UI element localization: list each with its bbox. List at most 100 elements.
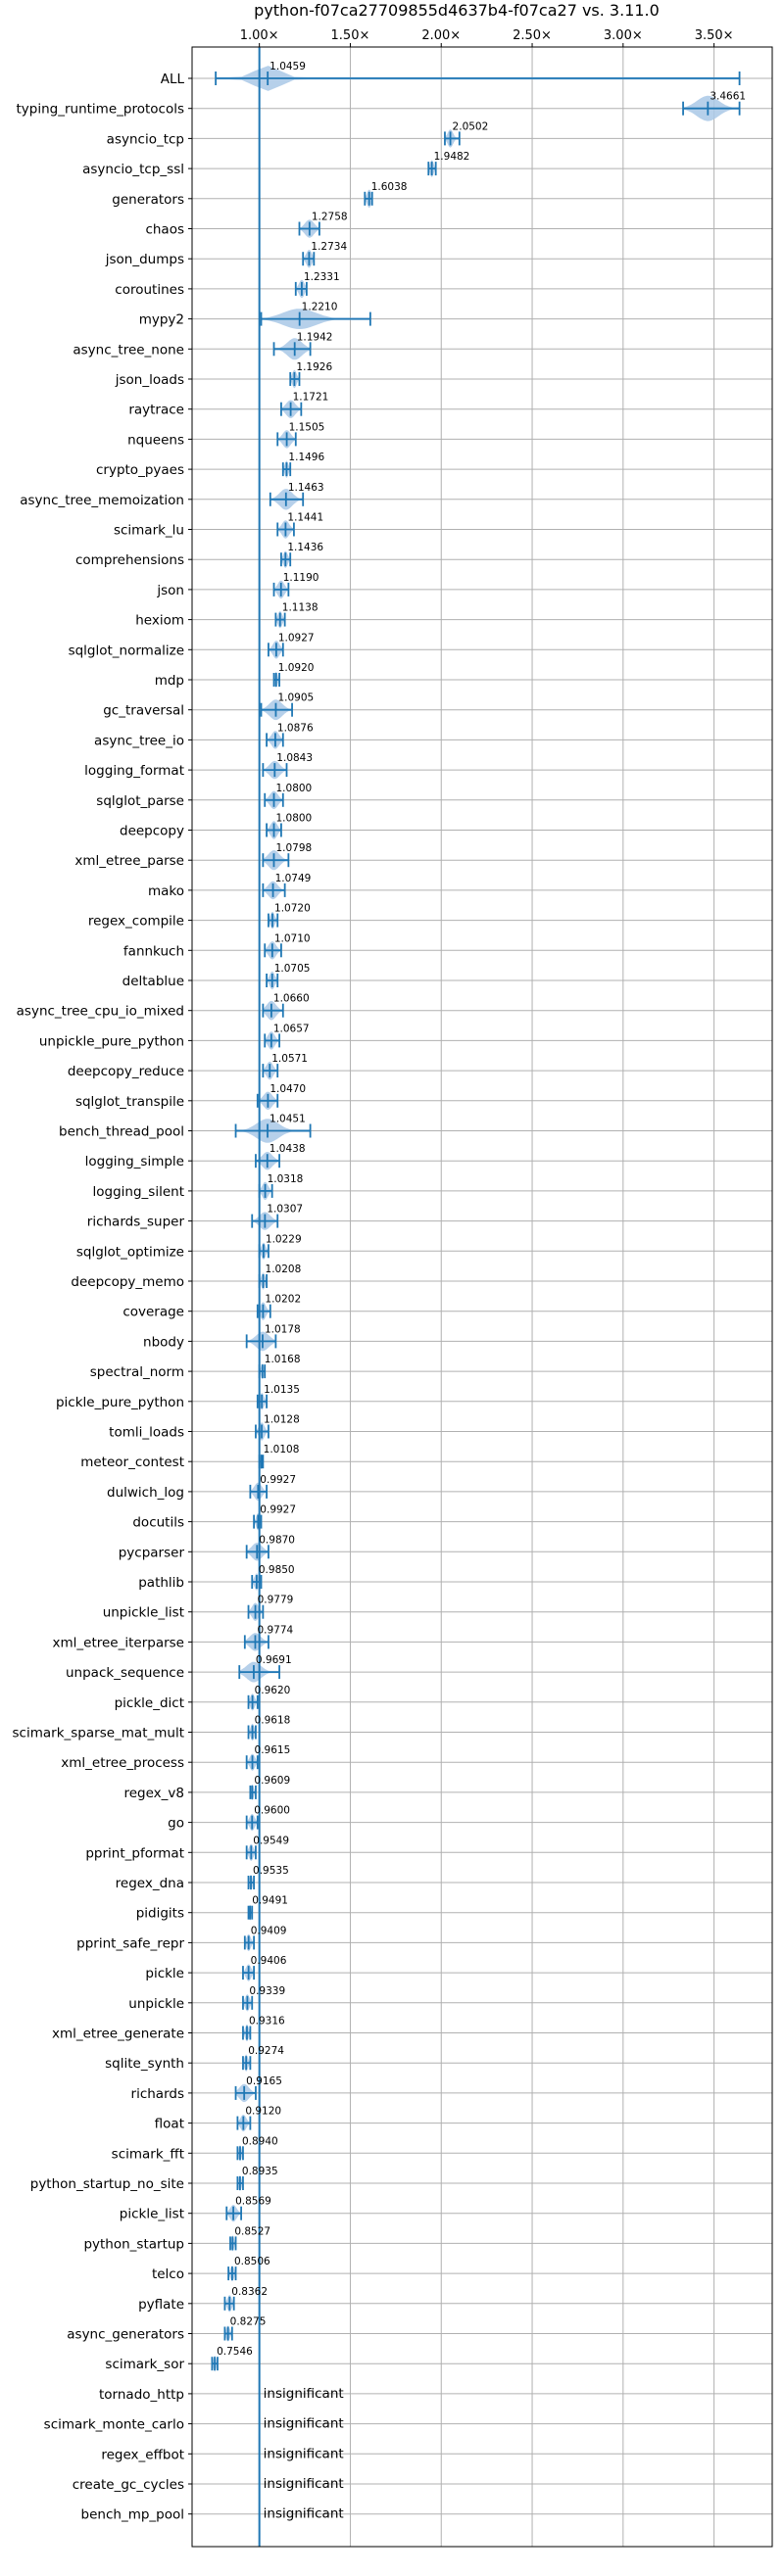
value-label: 1.0705 xyxy=(274,963,311,975)
benchmark-name-label: go xyxy=(168,1816,184,1832)
insignificant-label: insignificant xyxy=(264,2506,344,2522)
benchmark-name-label: mypy2 xyxy=(139,312,184,328)
value-label: 2.0502 xyxy=(453,120,489,132)
value-label: 0.9609 xyxy=(254,1775,290,1787)
value-label: 3.4661 xyxy=(710,91,746,103)
benchmark-name-label: deltablue xyxy=(122,974,184,989)
benchmark-name-label: regex_compile xyxy=(88,914,184,930)
benchmark-name-label: xml_etree_parse xyxy=(74,853,184,869)
insignificant-label: insignificant xyxy=(264,2446,344,2461)
label-layer: 1.0459 3.4661 2.0502 1.9482 1.6038 1.2758 1.27… xyxy=(217,61,746,2522)
value-label: 1.0571 xyxy=(271,1053,308,1065)
benchmark-name-label: mako xyxy=(148,883,184,899)
benchmark-name-label: scimark_lu xyxy=(114,523,184,539)
benchmark-name-label: async_generators xyxy=(67,2327,184,2343)
value-label: 1.6038 xyxy=(371,181,408,193)
value-label: 0.7546 xyxy=(217,2346,253,2358)
value-label: 1.0800 xyxy=(276,783,313,794)
value-label: 1.1496 xyxy=(288,452,324,463)
benchmark-name-label: fannkuch xyxy=(123,943,184,959)
value-label: 0.8275 xyxy=(230,2316,267,2328)
benchmark-name-label: sqlglot_normalize xyxy=(69,643,184,658)
value-label: 0.8935 xyxy=(242,2166,278,2177)
value-label: 1.0843 xyxy=(276,752,313,764)
benchmark-name-label: xml_etree_generate xyxy=(52,2027,184,2042)
value-label: 0.9339 xyxy=(249,1985,285,1997)
marker-layer xyxy=(211,47,741,2547)
value-label: 0.9870 xyxy=(259,1534,295,1546)
benchmark-name-label: pprint_safe_repr xyxy=(76,1935,184,1951)
value-label: 1.1942 xyxy=(297,331,333,343)
x-tick-label: 2.00× xyxy=(421,28,461,43)
benchmark-name-label: logging_silent xyxy=(93,1184,184,1200)
benchmark-name-label: python_startup_no_site xyxy=(30,2176,184,2192)
insignificant-label: insignificant xyxy=(264,2386,344,2402)
benchmark-name-label: async_tree_none xyxy=(73,342,184,358)
benchmark-name-label: pyflate xyxy=(138,2297,184,2313)
value-label: 1.0660 xyxy=(273,993,310,1005)
value-label: 0.8527 xyxy=(234,2225,270,2237)
value-label: 1.0800 xyxy=(276,813,313,825)
benchmark-name-label: async_tree_io xyxy=(94,733,184,748)
value-label: 0.9120 xyxy=(245,2106,281,2118)
value-label: 0.9165 xyxy=(246,2075,282,2087)
benchmark-name-label: sqlglot_transpile xyxy=(75,1094,184,1110)
benchmark-name-label: spectral_norm xyxy=(90,1364,184,1380)
benchmark-name-label: typing_runtime_protocols xyxy=(17,102,185,118)
benchmark-name-label: regex_dna xyxy=(116,1876,184,1891)
x-tick-label: 1.50× xyxy=(331,28,370,43)
value-label: 1.0451 xyxy=(270,1114,306,1125)
value-label: 1.9482 xyxy=(434,151,470,163)
value-label: 1.0128 xyxy=(264,1414,300,1426)
value-label: 0.9691 xyxy=(256,1654,292,1666)
value-label: 1.1505 xyxy=(289,421,325,433)
value-label: 0.9600 xyxy=(254,1805,290,1817)
value-label: 0.9779 xyxy=(258,1595,294,1606)
benchmark-name-label: nqueens xyxy=(127,432,184,448)
value-label: 1.0229 xyxy=(266,1233,302,1245)
value-label: 0.8569 xyxy=(235,2196,271,2208)
value-label: 1.0920 xyxy=(278,662,315,674)
benchmark-name-label: pickle_list xyxy=(120,2207,184,2222)
value-label: 1.0208 xyxy=(266,1264,302,1275)
benchmark-name-label: dulwich_log xyxy=(107,1485,184,1501)
x-tick-label: 3.00× xyxy=(604,28,643,43)
benchmark-name-label: sqlglot_optimize xyxy=(76,1244,184,1260)
benchmark-name-label: unpack_sequence xyxy=(66,1665,184,1681)
benchmark-name-label: async_tree_cpu_io_mixed xyxy=(17,1004,184,1020)
value-label: 1.2331 xyxy=(304,271,340,283)
benchmark-name-label: mdp xyxy=(155,673,184,689)
benchmark-name-label: ALL xyxy=(161,72,185,87)
value-label: 1.0710 xyxy=(274,932,311,944)
value-label: 1.1138 xyxy=(282,602,318,614)
benchmark-name-label: deepcopy_reduce xyxy=(68,1064,184,1079)
value-label: 1.0927 xyxy=(278,632,315,644)
value-label: 0.9316 xyxy=(249,2016,285,2027)
benchmark-name-label: pycparser xyxy=(119,1545,185,1560)
benchmark-name-label: bench_thread_pool xyxy=(59,1124,184,1140)
benchmark-name-label: pprint_pformat xyxy=(85,1845,184,1861)
benchmark-name-label: scimark_monte_carlo xyxy=(44,2417,184,2433)
benchmark-name-label: json_dumps xyxy=(105,252,184,267)
benchmark-name-label: unpickle xyxy=(128,1996,184,2012)
benchmark-name-label: nbody xyxy=(143,1334,184,1350)
benchmark-name-label: json_loads xyxy=(115,372,184,388)
benchmark-name-label: create_gc_cycles xyxy=(73,2477,184,2493)
benchmark-name-label: sqlglot_parse xyxy=(96,793,184,809)
value-label: 1.2734 xyxy=(311,241,347,253)
value-label: 0.9927 xyxy=(260,1504,296,1516)
value-label: 1.0168 xyxy=(265,1354,301,1365)
benchmark-name-label: json xyxy=(156,583,184,598)
benchmark-name-label: meteor_contest xyxy=(80,1455,184,1470)
benchmark-name-label: bench_mp_pool xyxy=(81,2507,184,2523)
benchmark-name-label: pickle_dict xyxy=(115,1695,184,1711)
value-label: 1.0876 xyxy=(277,722,314,734)
benchmark-name-label: generators xyxy=(112,192,184,208)
chart-title: python-f07ca27709855d4637b4-f07ca27 vs. … xyxy=(254,1,660,20)
value-label: 1.0108 xyxy=(264,1444,300,1455)
benchmark-name-label: docutils xyxy=(132,1515,184,1531)
value-label: 0.8940 xyxy=(242,2135,278,2147)
benchmark-name-label: python_startup xyxy=(83,2236,184,2252)
benchmark-name-label: gc_traversal xyxy=(103,703,184,719)
